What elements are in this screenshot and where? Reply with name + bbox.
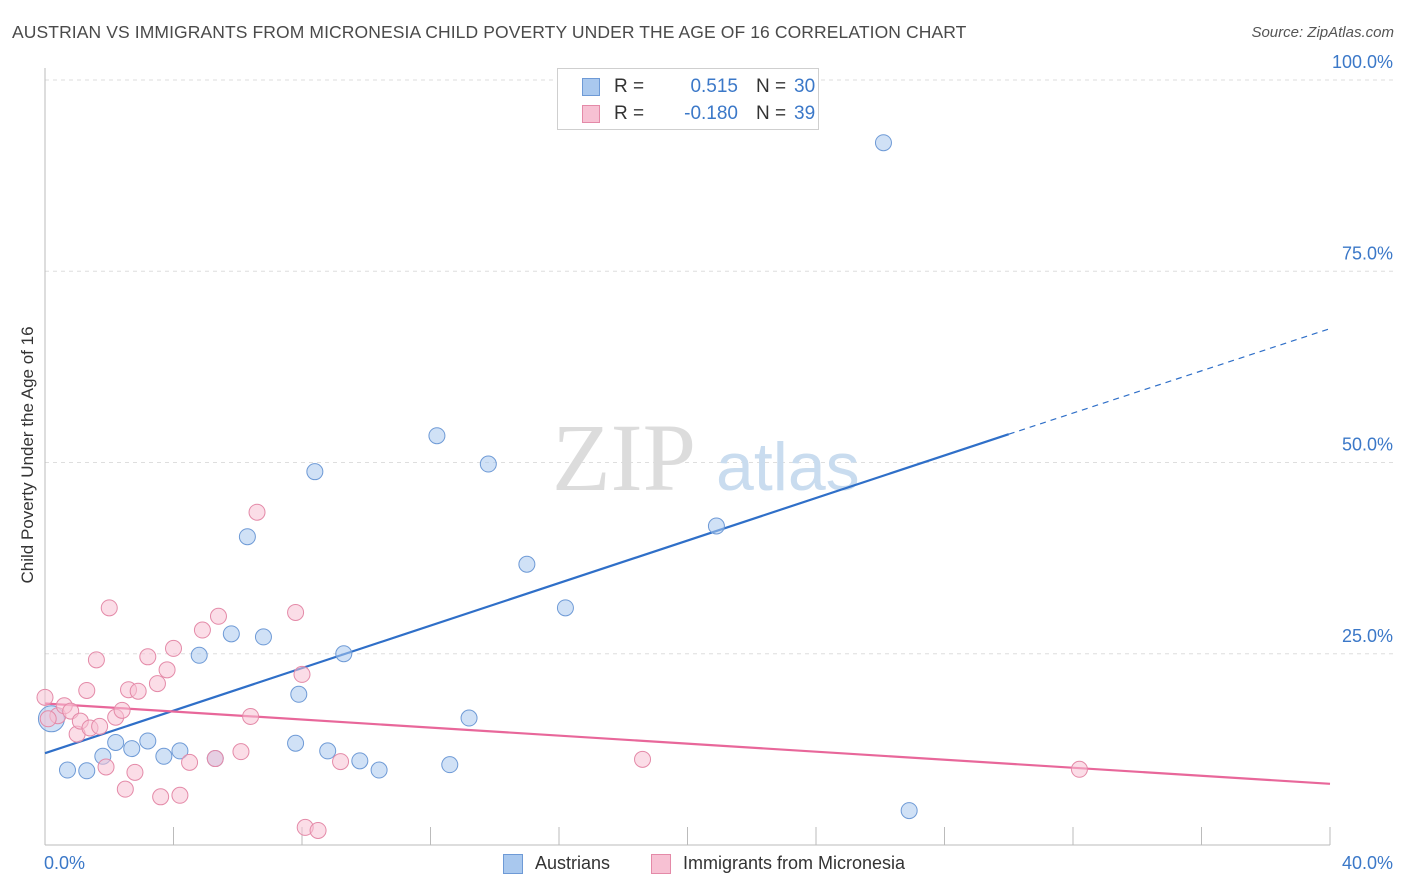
trend-lines — [44, 328, 1331, 785]
legend-n-value: 30 — [794, 76, 816, 97]
data-point — [139, 732, 157, 750]
data-point — [126, 763, 144, 781]
data-point — [158, 661, 176, 679]
data-point — [287, 603, 305, 621]
source-label: Source: ZipAtlas.com — [1251, 24, 1394, 41]
data-point — [293, 665, 311, 683]
data-point — [319, 742, 337, 760]
trend-line-extension-0 — [1008, 328, 1331, 435]
y-tick-label: 100.0% — [1332, 52, 1393, 72]
legend-label-micronesia: Immigrants from Micronesia — [683, 853, 906, 873]
data-point — [148, 675, 166, 693]
watermark-zip: ZIP — [552, 404, 696, 511]
y-axis-label: Child Poverty Under the Age of 16 — [18, 326, 37, 584]
data-point — [193, 621, 211, 639]
data-point — [100, 599, 118, 617]
trend-line-1 — [44, 702, 1331, 785]
watermark: ZIP atlas — [552, 404, 860, 511]
data-point — [116, 780, 134, 798]
data-point — [428, 427, 446, 445]
correlation-legend: R = 0.515 N = 30 R = -0.180 N = 39 — [557, 68, 819, 130]
legend-n-value: 39 — [794, 103, 816, 124]
data-point — [107, 733, 125, 751]
data-point — [91, 717, 109, 735]
legend-r-label: R = — [614, 76, 645, 97]
data-point — [209, 607, 227, 625]
data-point — [556, 599, 574, 617]
data-point — [874, 134, 892, 152]
data-point — [181, 753, 199, 771]
data-point — [171, 786, 189, 804]
data-point — [36, 688, 54, 706]
data-point — [309, 821, 327, 839]
data-point — [97, 758, 115, 776]
watermark-atlas: atlas — [716, 429, 860, 505]
legend-r-value: -0.180 — [684, 103, 738, 124]
data-point — [78, 681, 96, 699]
legend-swatch-austrians — [503, 854, 523, 874]
data-point — [287, 734, 305, 752]
data-point — [206, 750, 224, 768]
data-point — [370, 761, 388, 779]
legend-r-label: R = — [614, 103, 645, 124]
trend-line-0 — [44, 433, 1010, 755]
chart-title: AUSTRIAN VS IMMIGRANTS FROM MICRONESIA C… — [12, 22, 967, 42]
data-point — [335, 645, 353, 663]
data-points — [36, 134, 1088, 839]
grid-lines — [45, 79, 1395, 655]
data-point — [1070, 760, 1088, 778]
y-tick-label: 25.0% — [1342, 626, 1393, 646]
data-point — [900, 802, 918, 820]
data-point — [129, 682, 147, 700]
data-point — [441, 756, 459, 774]
legend-swatch-micronesia — [651, 854, 671, 874]
data-point — [155, 747, 173, 765]
legend-label-austrians: Austrians — [535, 853, 611, 873]
data-point — [479, 455, 497, 473]
data-point — [123, 740, 141, 758]
data-point — [306, 463, 324, 481]
legend-n-label: N = — [756, 103, 787, 124]
data-point — [254, 628, 272, 646]
data-point — [87, 651, 105, 669]
data-point — [58, 761, 76, 779]
legend-swatch-austrians — [582, 78, 600, 96]
data-point — [190, 646, 208, 664]
y-tick-label: 50.0% — [1342, 435, 1393, 455]
data-point — [634, 750, 652, 768]
data-point — [707, 517, 725, 535]
tick-labels: 25.0% 50.0% 75.0% 100.0% 0.0% 40.0% — [44, 52, 1393, 873]
x-tick-label-min: 0.0% — [44, 853, 85, 873]
data-point — [139, 648, 157, 666]
data-point — [113, 701, 131, 719]
data-point — [78, 762, 96, 780]
data-point — [238, 528, 256, 546]
legend-r-value: 0.515 — [690, 76, 738, 97]
data-point — [171, 742, 189, 760]
data-point — [222, 625, 240, 643]
legend-n-label: N = — [756, 76, 787, 97]
data-point — [232, 743, 250, 761]
data-point — [290, 685, 308, 703]
data-point — [165, 639, 182, 657]
data-point — [351, 752, 369, 770]
x-tick-label-max: 40.0% — [1342, 853, 1393, 873]
data-point — [460, 709, 478, 727]
legend-swatch-micronesia — [582, 105, 600, 123]
data-point — [332, 753, 350, 771]
y-tick-label: 75.0% — [1342, 243, 1393, 263]
data-point — [518, 555, 536, 573]
data-point — [248, 503, 266, 521]
data-point — [242, 707, 260, 725]
data-point — [39, 710, 57, 728]
data-point — [152, 788, 170, 806]
